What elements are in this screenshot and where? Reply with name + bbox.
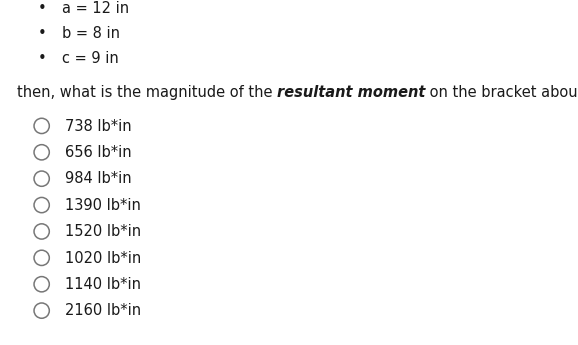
- Text: •: •: [38, 26, 46, 41]
- Text: 738 lb*in: 738 lb*in: [65, 119, 132, 134]
- Text: 984 lb*in: 984 lb*in: [65, 171, 132, 186]
- Text: then, what is the magnitude of the: then, what is the magnitude of the: [17, 85, 277, 100]
- Text: 1390 lb*in: 1390 lb*in: [65, 198, 141, 213]
- Text: •: •: [38, 51, 46, 66]
- Text: a = 12 in: a = 12 in: [62, 1, 129, 16]
- Text: on the bracket about point ‘O’?: on the bracket about point ‘O’?: [425, 85, 578, 100]
- Text: 656 lb*in: 656 lb*in: [65, 145, 132, 160]
- Text: •: •: [38, 1, 46, 16]
- Text: c = 9 in: c = 9 in: [62, 51, 119, 66]
- Text: 1140 lb*in: 1140 lb*in: [65, 277, 141, 292]
- Text: b = 8 in: b = 8 in: [62, 26, 120, 41]
- Text: 1520 lb*in: 1520 lb*in: [65, 224, 142, 239]
- Text: resultant moment: resultant moment: [277, 85, 425, 100]
- Text: 1020 lb*in: 1020 lb*in: [65, 250, 142, 266]
- Text: 2160 lb*in: 2160 lb*in: [65, 303, 142, 318]
